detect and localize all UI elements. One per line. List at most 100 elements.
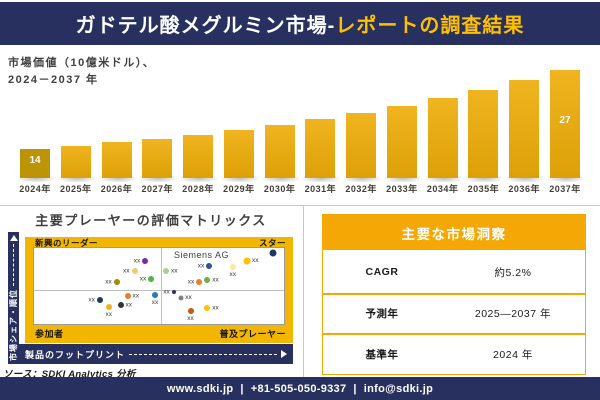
matrix-point-label: xx <box>185 294 192 302</box>
matrix-point-label: xx <box>151 298 159 306</box>
insights-table-header: 主要な市場洞察 <box>323 215 585 252</box>
bar-column <box>55 146 98 183</box>
x-axis-tick-label: 2026年 <box>100 184 133 194</box>
x-axis-tick-label: 2037年 <box>549 184 581 194</box>
report-title-bar: ガドテル酸メグルミン市場- レポートの調査結果 <box>0 2 600 45</box>
insights-table-row: 基準年 2024 年 <box>323 333 585 374</box>
bar-shadow <box>259 174 302 183</box>
bar-column <box>422 98 465 183</box>
bar-shadow <box>218 174 261 183</box>
matrix-data-point: xx <box>204 305 219 312</box>
x-axis-tick-label: 2024年 <box>19 184 51 194</box>
bar-shadow <box>381 174 424 183</box>
footer-separator: | <box>353 382 357 395</box>
x-axis-tick-label: 2034年 <box>426 184 459 194</box>
bar-shadow <box>463 174 506 183</box>
insights-table: 主要な市場洞察 CAGR 約5.2% 予測年 2025—2037 年基準年 2024 年 <box>322 214 586 375</box>
bar-shadow <box>15 174 57 183</box>
x-axis-tick-label: 2036年 <box>508 184 540 194</box>
bar-shadow <box>55 174 98 183</box>
bar <box>509 80 540 178</box>
footer-website-link[interactable]: www.sdki.jp <box>166 382 234 395</box>
matrix-point-label: xx <box>105 278 112 286</box>
matrix-point-label: xx <box>139 275 147 283</box>
bar-shadow <box>341 174 384 183</box>
bar-column <box>259 125 302 183</box>
report-title-accent: レポートの調査結果 <box>335 15 525 37</box>
matrix-x-axis-label: 製品のフットプリント <box>25 349 126 360</box>
x-axis-tick-label: 2028年 <box>182 184 214 194</box>
bar-column: 14 <box>15 149 57 183</box>
bar <box>101 142 132 178</box>
bar-value-label: 14 <box>29 155 41 166</box>
matrix-y-axis-label: 市場シェア・順位 <box>9 289 18 361</box>
matrix-point-label: xx <box>125 301 133 309</box>
insights-table-row: CAGR 約5.2% <box>323 252 585 293</box>
matrix-data-point: xx <box>106 304 112 318</box>
bar <box>264 125 295 178</box>
insights-row-label: 基準年 <box>365 348 399 361</box>
contact-footer: www.sdki.jp | +81-505-050-9337 | info@sd… <box>0 377 600 400</box>
x-axis-tick-label: 2035年 <box>467 184 500 194</box>
matrix-point-label: xx <box>187 278 195 286</box>
matrix-point-label: xx <box>197 262 205 270</box>
matrix-data-point: xx <box>123 268 138 275</box>
matrix-data-point: xx <box>188 279 203 286</box>
matrix-point-label: xx <box>163 288 170 296</box>
chart-subtitle-line2: 2024－2037 年 <box>8 73 99 86</box>
footer-email-link[interactable]: info@sdki.jp <box>363 382 434 395</box>
matrix-data-point: xx <box>117 302 132 309</box>
matrix-point-label: xx <box>123 267 130 275</box>
bar-chart: 14 27 <box>15 68 587 183</box>
bar <box>142 139 173 178</box>
bar <box>427 98 458 178</box>
insights-table-row: 予測年 2025—2037 年 <box>323 292 585 334</box>
bar-shadow <box>178 174 221 183</box>
matrix-point-label: xx <box>187 315 194 323</box>
x-axis-tick-label: 2032年 <box>345 184 377 194</box>
quadrant-divider-horizontal <box>34 289 284 291</box>
report-title-main: ガドテル酸メグルミン市場- <box>75 15 336 37</box>
matrix-data-point: xx <box>204 277 219 284</box>
x-axis-tick-label: 2025年 <box>60 184 92 194</box>
insights-row-value: 約5.2% <box>494 266 532 279</box>
vertical-divider <box>303 205 304 377</box>
matrix-data-point: xx <box>105 279 120 286</box>
bar <box>468 90 499 178</box>
bar-column <box>341 113 384 183</box>
x-axis-tick-label: 2029年 <box>223 184 255 194</box>
bar-shadow <box>504 174 547 183</box>
matrix-data-point: xx <box>243 257 259 265</box>
quadrant-divider-vertical <box>161 248 162 324</box>
bar <box>305 119 336 178</box>
matrix-y-axis-inner: 市場シェア・順位 <box>8 232 19 364</box>
bar-chart-x-axis: 2024年 2025年 2026年 2027年 2028年 2029年 2030年 2031年… <box>15 182 585 195</box>
insights-row-value: 2024 年 <box>493 348 533 361</box>
source-note: ソース：SDKI Analytics 分析 <box>3 369 136 380</box>
matrix-point-label: xx <box>88 296 96 304</box>
bar-column <box>178 135 221 183</box>
chart-subtitle-line1: 市場価値（10億米ドル）、 <box>8 57 156 69</box>
matrix-point-label: xx <box>252 257 259 265</box>
bar-column <box>137 139 180 183</box>
matrix-data-point: xx <box>89 296 103 303</box>
bar: 27 <box>549 70 580 178</box>
bar-shadow <box>544 174 587 183</box>
matrix-data-point: xx <box>178 294 192 301</box>
bar-column <box>218 130 261 183</box>
matrix-data-point: xx <box>187 308 194 322</box>
bar <box>183 135 214 178</box>
bar-column <box>504 80 547 183</box>
footer-phone[interactable]: +81-505-050-9337 <box>250 382 347 395</box>
matrix-data-point: xx <box>124 292 139 299</box>
matrix-y-axis: 市場シェア・順位 <box>8 232 19 364</box>
bar: 14 <box>20 149 50 178</box>
bar-shadow <box>300 174 343 183</box>
x-axis-tick-label: 2031年 <box>304 184 337 194</box>
chart-subtitle: 市場価値（10億米ドル）、 2024－2037 年 <box>8 55 155 88</box>
x-axis-tick-label: 2027年 <box>141 184 174 194</box>
quadrant-label-emerging-leaders: 新興のリーダー <box>35 238 99 248</box>
bar-shadow <box>422 174 465 183</box>
highlighted-company-label: Siemens AG <box>174 249 230 260</box>
insights-table-body: CAGR 約5.2% 予測年 2025—2037 年基準年 2024 年 <box>323 252 585 374</box>
